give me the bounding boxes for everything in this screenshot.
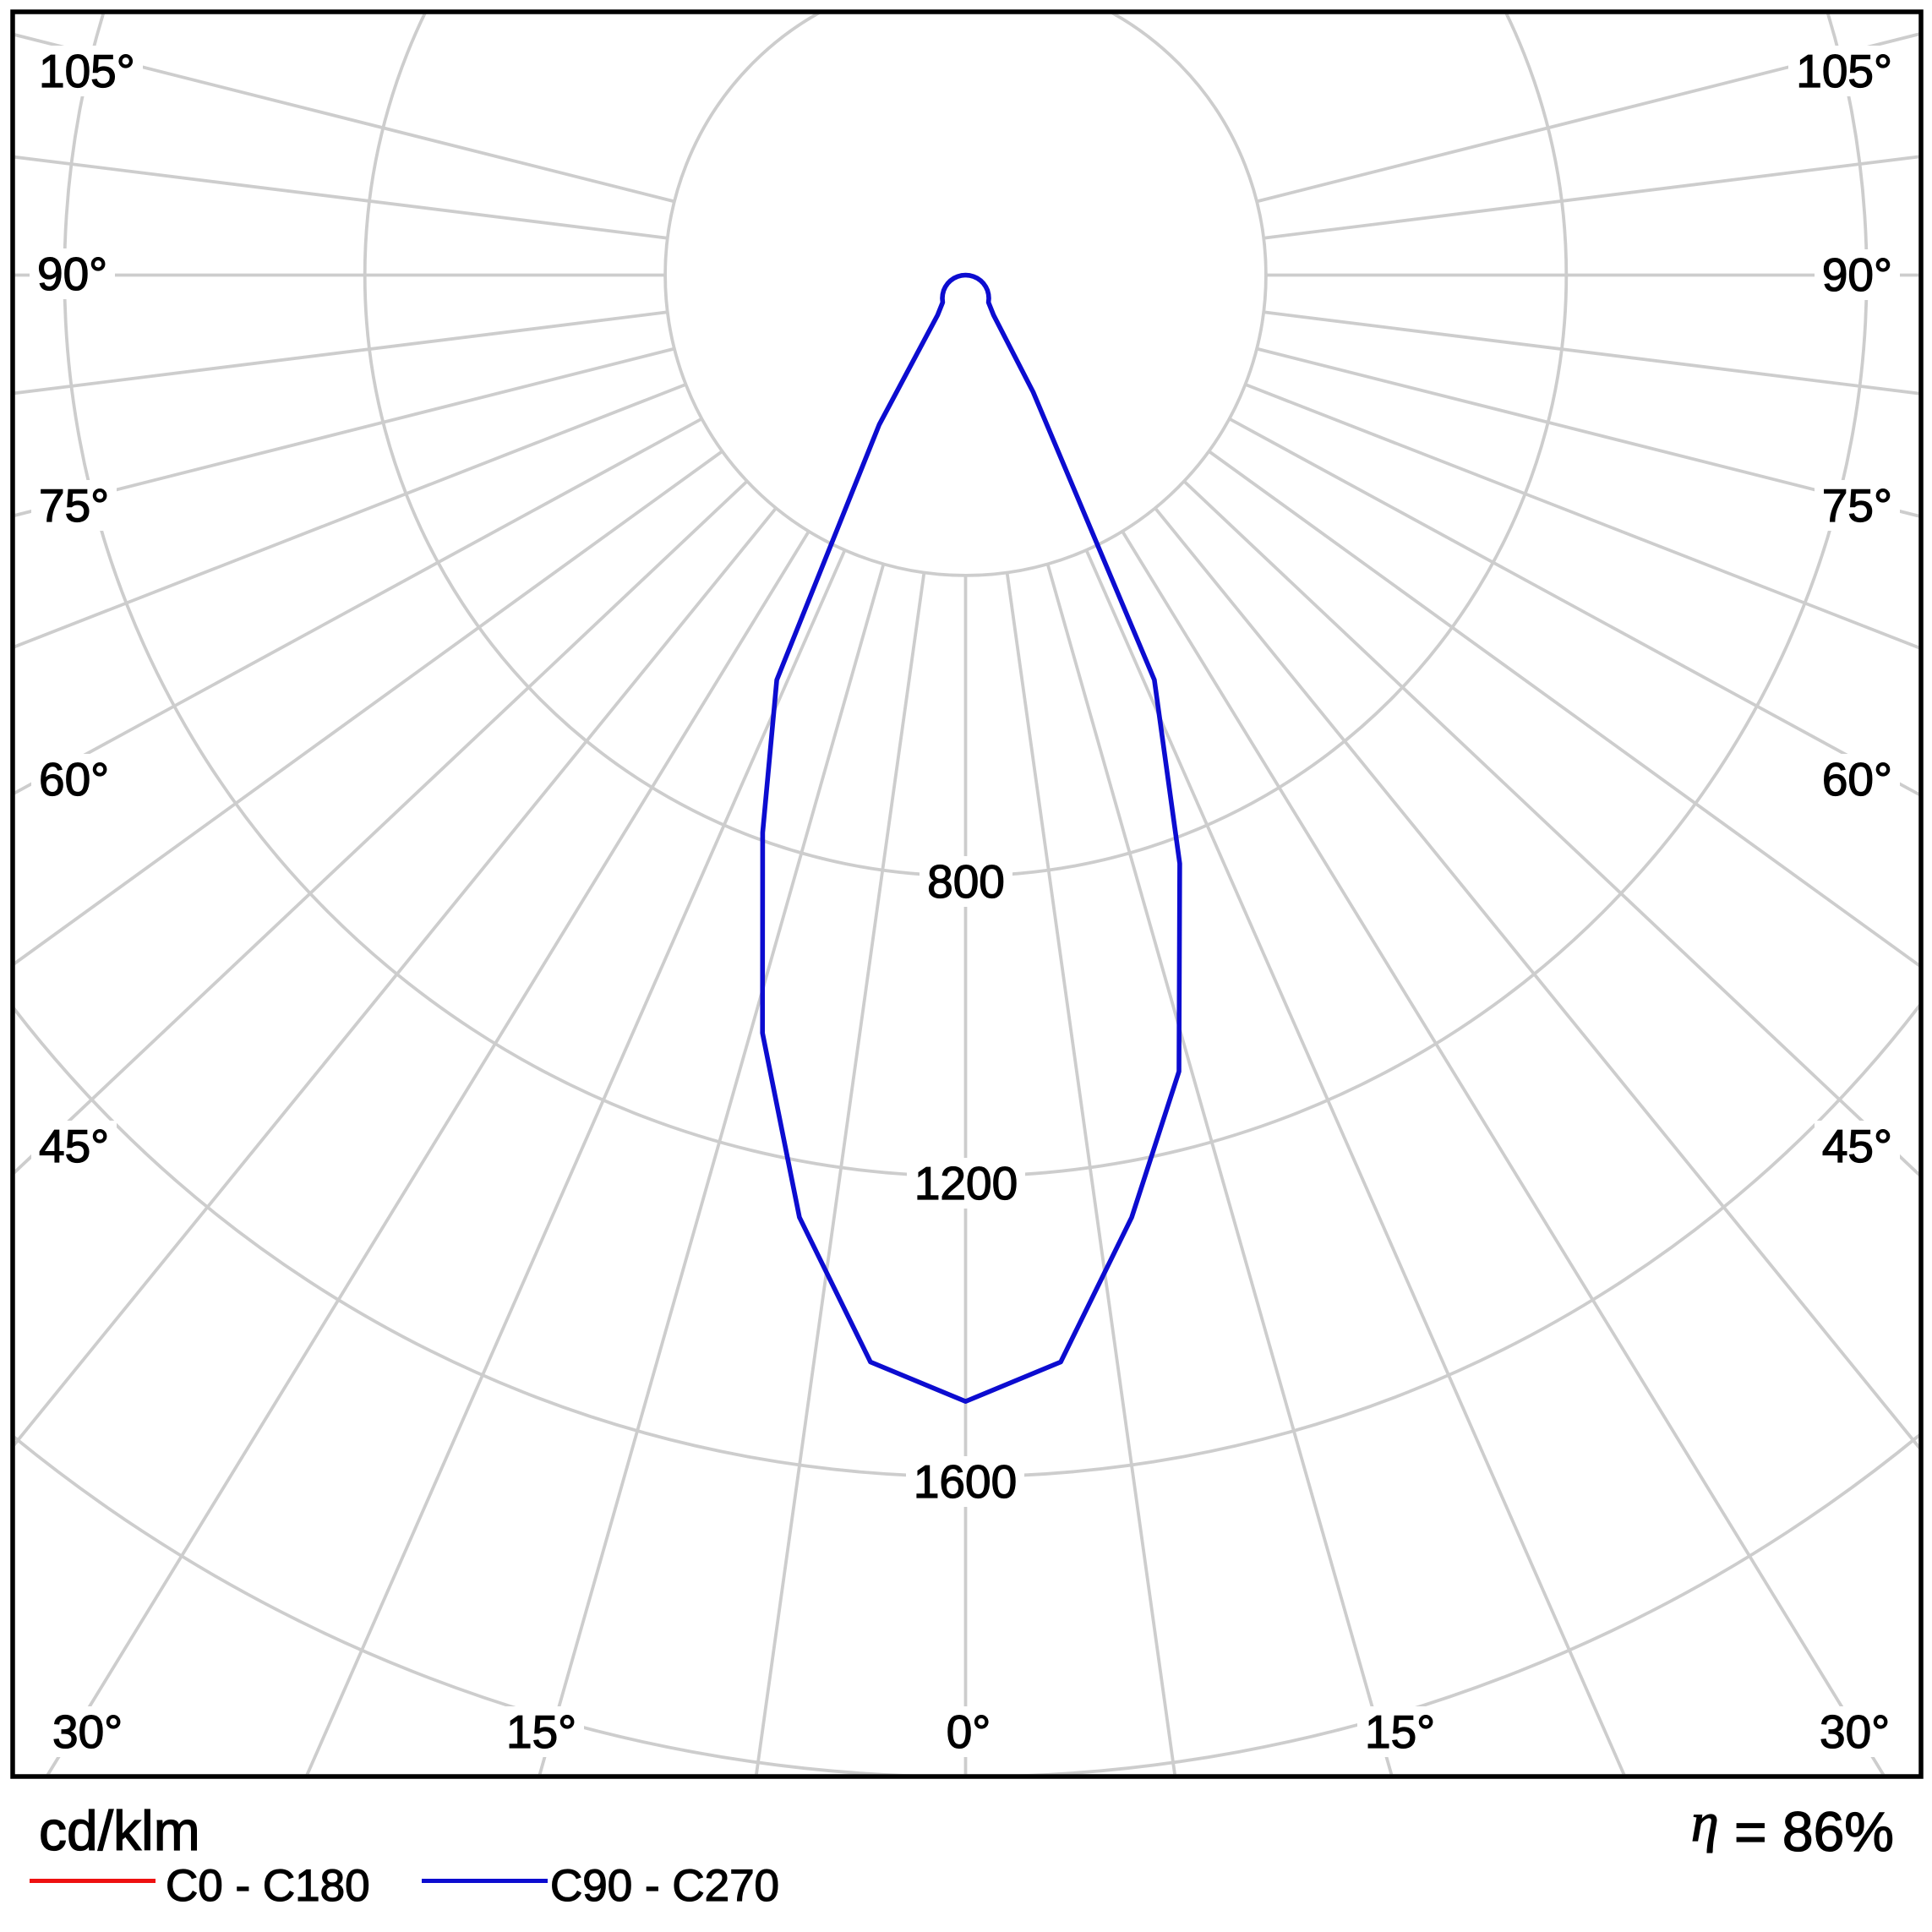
svg-text:1600: 1600 xyxy=(914,1455,1017,1508)
svg-text:C0 - C180: C0 - C180 xyxy=(166,1861,370,1911)
svg-text:105°: 105° xyxy=(39,45,135,97)
svg-text:60°: 60° xyxy=(39,753,109,805)
svg-text:75°: 75° xyxy=(39,479,109,532)
svg-text:0°: 0° xyxy=(947,1706,991,1758)
svg-text:cd/klm: cd/klm xyxy=(39,1799,200,1862)
svg-text:15°: 15° xyxy=(1365,1706,1435,1758)
svg-text:C90 - C270: C90 - C270 xyxy=(550,1861,779,1911)
svg-text:45°: 45° xyxy=(39,1120,109,1172)
svg-text:800: 800 xyxy=(927,855,1005,908)
svg-text:η = 86%: η = 86% xyxy=(1691,1792,1894,1863)
svg-text:90°: 90° xyxy=(37,248,107,300)
svg-text:75°: 75° xyxy=(1822,479,1892,532)
svg-text:15°: 15° xyxy=(506,1706,576,1758)
svg-text:30°: 30° xyxy=(52,1706,123,1758)
svg-text:45°: 45° xyxy=(1822,1120,1892,1172)
svg-text:105°: 105° xyxy=(1796,45,1892,97)
svg-text:1200: 1200 xyxy=(914,1157,1018,1209)
svg-text:90°: 90° xyxy=(1822,248,1892,301)
svg-text:60°: 60° xyxy=(1822,753,1892,805)
svg-text:30°: 30° xyxy=(1820,1706,1890,1758)
